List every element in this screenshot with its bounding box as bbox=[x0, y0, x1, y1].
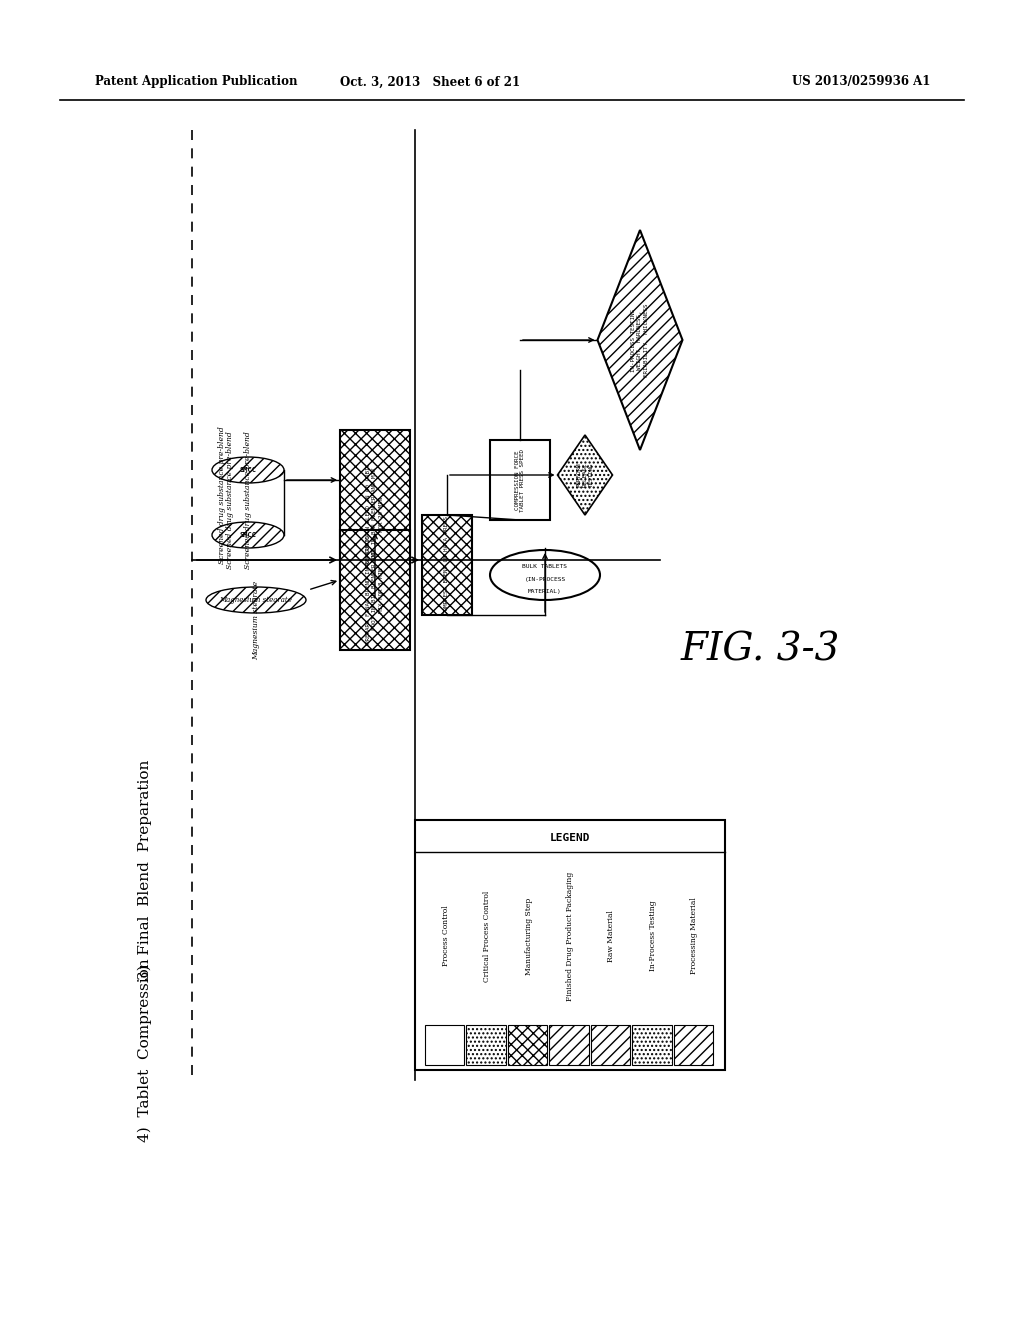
Text: LEGEND: LEGEND bbox=[550, 833, 590, 843]
Text: 4)  Tablet  Compression: 4) Tablet Compression bbox=[138, 958, 153, 1142]
FancyBboxPatch shape bbox=[466, 1026, 506, 1065]
FancyBboxPatch shape bbox=[632, 1026, 672, 1065]
Text: Screened drug substance pre-blend: Screened drug substance pre-blend bbox=[226, 432, 234, 569]
Text: FIG. 3-3: FIG. 3-3 bbox=[680, 631, 840, 668]
Text: Magnesium stearate: Magnesium stearate bbox=[252, 581, 260, 660]
Text: PREPARE FINAL BLEND IN 60 CUBIC
FOOT IN-BIN BLENDER AND
MIX FOR 8 MIN: PREPARE FINAL BLEND IN 60 CUBIC FOOT IN-… bbox=[367, 536, 384, 644]
Ellipse shape bbox=[212, 521, 284, 548]
Text: Processing Material: Processing Material bbox=[690, 898, 698, 974]
FancyBboxPatch shape bbox=[415, 820, 725, 1071]
Text: COMPRESSION FORCE
TABLET PRESS SPEED: COMPRESSION FORCE TABLET PRESS SPEED bbox=[515, 449, 525, 511]
Polygon shape bbox=[597, 230, 683, 450]
Text: SMCC: SMCC bbox=[240, 532, 256, 539]
FancyBboxPatch shape bbox=[425, 1026, 465, 1065]
Text: Oct. 3, 2013   Sheet 6 of 21: Oct. 3, 2013 Sheet 6 of 21 bbox=[340, 75, 520, 88]
FancyBboxPatch shape bbox=[340, 430, 410, 601]
Text: Magnesium stearate: Magnesium stearate bbox=[219, 597, 293, 605]
Text: Process Control: Process Control bbox=[441, 906, 450, 966]
FancyBboxPatch shape bbox=[508, 1026, 547, 1065]
FancyBboxPatch shape bbox=[490, 440, 550, 520]
FancyBboxPatch shape bbox=[422, 515, 472, 615]
Text: 3)  Final  Blend  Preparation: 3) Final Blend Preparation bbox=[138, 760, 153, 981]
Text: Critical Process Control: Critical Process Control bbox=[483, 891, 492, 982]
Text: BULK TABLETS: BULK TABLETS bbox=[522, 565, 567, 569]
Text: Screened drug substance pre-blend: Screened drug substance pre-blend bbox=[244, 432, 252, 569]
Text: MATERIAL): MATERIAL) bbox=[528, 590, 562, 594]
Text: Patent Application Publication: Patent Application Publication bbox=[95, 75, 298, 88]
Polygon shape bbox=[557, 436, 612, 515]
Text: IN-PROCESS TESTING
WEIGHT, HARDNESS,
FRIABILITY, THICKNESS: IN-PROCESS TESTING WEIGHT, HARDNESS, FRI… bbox=[632, 304, 648, 376]
Text: In-Process Testing: In-Process Testing bbox=[649, 900, 656, 972]
Ellipse shape bbox=[490, 550, 600, 601]
Text: (IN-PROCESS: (IN-PROCESS bbox=[524, 578, 565, 582]
Text: COMPRESS BLEND ON HATA PRESS: COMPRESS BLEND ON HATA PRESS bbox=[444, 516, 450, 614]
Text: Finished Drug Product Packaging: Finished Drug Product Packaging bbox=[566, 871, 574, 1001]
Text: PREPARE MAIN BLEND IN 60 CUBIC
FOOT IN-BIN BLENDER AND MIX
FOR 20 MIN: PREPARE MAIN BLEND IN 60 CUBIC FOOT IN-B… bbox=[367, 462, 384, 568]
FancyBboxPatch shape bbox=[674, 1026, 713, 1065]
Text: Screened drug substance pre-blend: Screened drug substance pre-blend bbox=[218, 426, 226, 564]
Text: US 2013/0259936 A1: US 2013/0259936 A1 bbox=[792, 75, 930, 88]
Text: Manufacturing Step: Manufacturing Step bbox=[524, 898, 532, 974]
FancyBboxPatch shape bbox=[340, 531, 410, 649]
FancyBboxPatch shape bbox=[591, 1026, 630, 1065]
Text: SMCC: SMCC bbox=[240, 467, 256, 473]
Text: PERFORM
RELEASE
TESTING: PERFORM RELEASE TESTING bbox=[577, 463, 594, 487]
Ellipse shape bbox=[212, 457, 284, 483]
FancyBboxPatch shape bbox=[549, 1026, 589, 1065]
Text: Raw Material: Raw Material bbox=[607, 909, 615, 962]
Ellipse shape bbox=[206, 587, 306, 612]
